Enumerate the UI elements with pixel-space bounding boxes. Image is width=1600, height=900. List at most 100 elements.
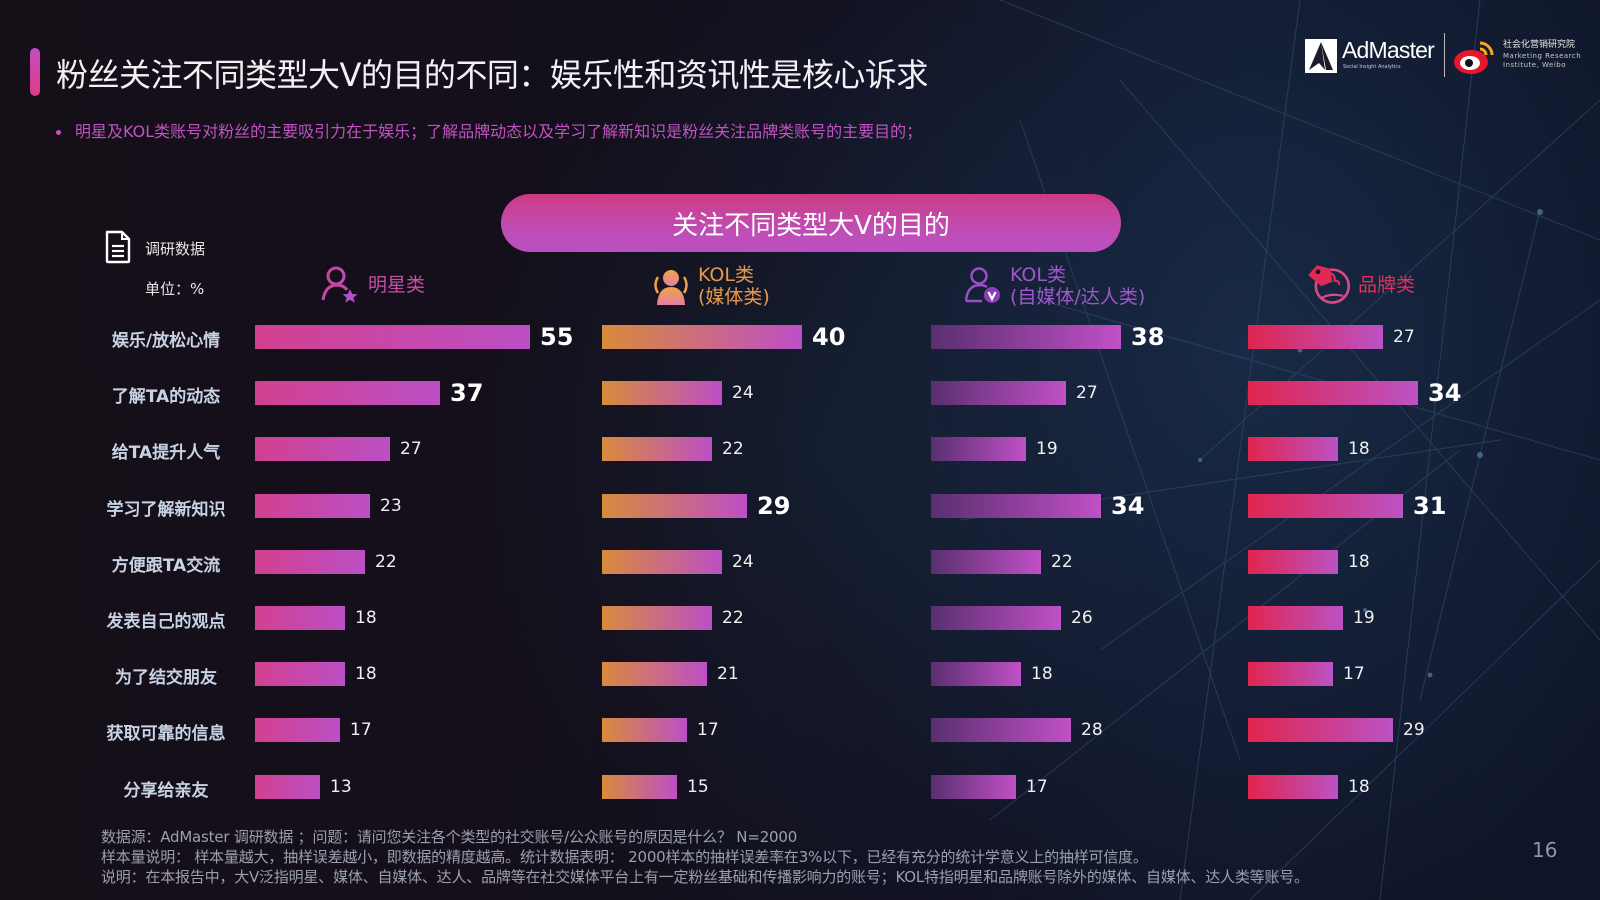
unit-label: 单位：%	[145, 280, 205, 298]
data-label: 18	[1031, 664, 1053, 685]
bar-brand	[1248, 381, 1418, 406]
category-label: 分享给亲友	[123, 780, 209, 801]
page-subtitle: 明星及KOL类账号对粉丝的主要吸引力在于娱乐；了解品牌动态以及学习了解新知识是粉…	[56, 118, 922, 142]
bar-media	[602, 381, 722, 406]
data-label: 29	[1403, 720, 1425, 741]
data-label: 19	[1036, 439, 1058, 460]
star-user-icon	[321, 266, 358, 303]
subtitle-text: 明星及KOL类账号对粉丝的主要吸引力在于娱乐；了解品牌动态以及学习了解新知识是粉…	[75, 122, 923, 141]
weibo-institute-name-en-1: Marketing Research	[1503, 52, 1582, 60]
data-label: 22	[375, 551, 397, 572]
bar-media	[602, 774, 677, 799]
bar-self-media	[931, 606, 1061, 630]
weibo-institute-name-en-2: Institute, Weibo	[1503, 61, 1567, 69]
data-label: 18	[355, 608, 377, 628]
footnote-definition: 说明：在本报告中，大V泛指明星、媒体、自媒体、达人、品牌等在社交媒体平台上有一定…	[101, 868, 1309, 886]
bar-brand	[1248, 493, 1403, 518]
category-label: 为了结交朋友	[115, 668, 217, 689]
series-header-media: KOL类 (媒体类)	[650, 264, 770, 308]
data-label: 17	[1026, 776, 1048, 797]
data-label: 24	[732, 383, 754, 404]
data-label: 21	[717, 664, 739, 685]
data-label: 22	[722, 439, 744, 460]
bar-media	[602, 718, 687, 743]
bar-star	[255, 549, 365, 574]
series-name: 明星类	[368, 274, 426, 296]
admaster-logo-text: AdMaster	[1342, 37, 1435, 63]
category-label: 给TA提升人气	[111, 443, 221, 464]
series-header-star: 明星类	[320, 264, 425, 306]
bar-media	[602, 662, 707, 687]
data-label: 27	[1393, 327, 1415, 347]
bar-brand	[1248, 662, 1333, 687]
series-header-self-media: KOL类 (自媒体/达人类)	[962, 264, 1145, 308]
logo-divider	[1444, 33, 1445, 77]
series-name: KOL类	[698, 264, 754, 286]
data-label: 27	[1076, 383, 1098, 404]
bar-self-media	[931, 718, 1071, 743]
bar-star	[255, 493, 370, 518]
category-label: 了解TA的动态	[111, 387, 221, 408]
brand-tag-globe-icon	[1308, 265, 1351, 304]
data-label: 18	[1348, 439, 1370, 460]
data-label: 17	[350, 720, 372, 741]
data-label: 18	[1348, 551, 1370, 572]
data-label: 19	[1353, 608, 1375, 628]
bar-media	[602, 437, 712, 462]
bar-self-media	[931, 493, 1101, 518]
data-label: 34	[1428, 379, 1462, 408]
data-label: 38	[1131, 323, 1165, 351]
title-accent-bar	[30, 48, 40, 96]
footnote-sample: 样本量说明： 样本量越大，抽样误差越小，即数据的精度越高。统计数据表明： 200…	[101, 848, 1148, 866]
data-label: 17	[697, 720, 719, 741]
bar-star	[255, 662, 345, 687]
category-label: 发表自己的观点	[106, 612, 226, 632]
bar-media	[602, 549, 722, 574]
series-name-detail: (媒体类)	[698, 286, 770, 308]
data-label: 28	[1081, 720, 1103, 741]
data-label: 55	[540, 323, 574, 351]
bar-star	[255, 718, 340, 743]
bar-self-media	[931, 381, 1066, 406]
chart-title: 关注不同类型大V的目的	[501, 194, 1121, 252]
page-title: 粉丝关注不同类型大V的目的不同：娱乐性和资讯性是核心诉求	[56, 56, 928, 94]
category-label: 学习了解新知识	[106, 499, 226, 520]
bar-brand	[1248, 549, 1338, 574]
source-label: 调研数据	[145, 240, 206, 258]
category-label: 获取可靠的信息	[106, 724, 226, 745]
admaster-tagline: Social Insight Analytics	[1343, 64, 1401, 70]
data-label: 22	[722, 608, 744, 628]
bar-self-media	[931, 437, 1026, 462]
series-name: KOL类	[1010, 264, 1066, 286]
bar-self-media	[931, 774, 1016, 799]
weibo-logo-icon	[1454, 41, 1494, 74]
bar-brand	[1248, 718, 1393, 743]
verified-user-icon	[964, 267, 1000, 303]
bar-star	[255, 774, 320, 799]
bar-star	[255, 437, 390, 462]
admaster-logo-icon	[1305, 39, 1337, 73]
bar-brand	[1248, 437, 1338, 462]
bar-self-media	[931, 662, 1021, 687]
data-label: 13	[330, 776, 352, 797]
bar-media	[602, 325, 802, 349]
data-label: 23	[380, 495, 402, 516]
category-label: 娱乐/放松心情	[111, 331, 221, 351]
bar-brand	[1248, 325, 1383, 349]
data-label: 37	[450, 379, 484, 408]
group-users-icon	[654, 270, 688, 305]
data-label: 18	[355, 664, 377, 685]
series-name: 品牌类	[1358, 274, 1416, 296]
page-number: 16	[1532, 838, 1558, 862]
data-label: 34	[1111, 491, 1145, 520]
bar-brand	[1248, 606, 1343, 630]
footnote-source: 数据源：AdMaster 调研数据 ；问题：请问您关注各个类型的社交账号/公众账…	[101, 828, 798, 846]
bar-media	[602, 606, 712, 630]
series-header-brand: 品牌类	[1306, 262, 1415, 308]
data-label: 40	[812, 323, 846, 351]
bar-star	[255, 381, 440, 406]
data-label: 17	[1343, 664, 1365, 685]
data-label: 26	[1071, 608, 1093, 628]
bar-brand	[1248, 774, 1338, 799]
bar-self-media	[931, 325, 1121, 349]
